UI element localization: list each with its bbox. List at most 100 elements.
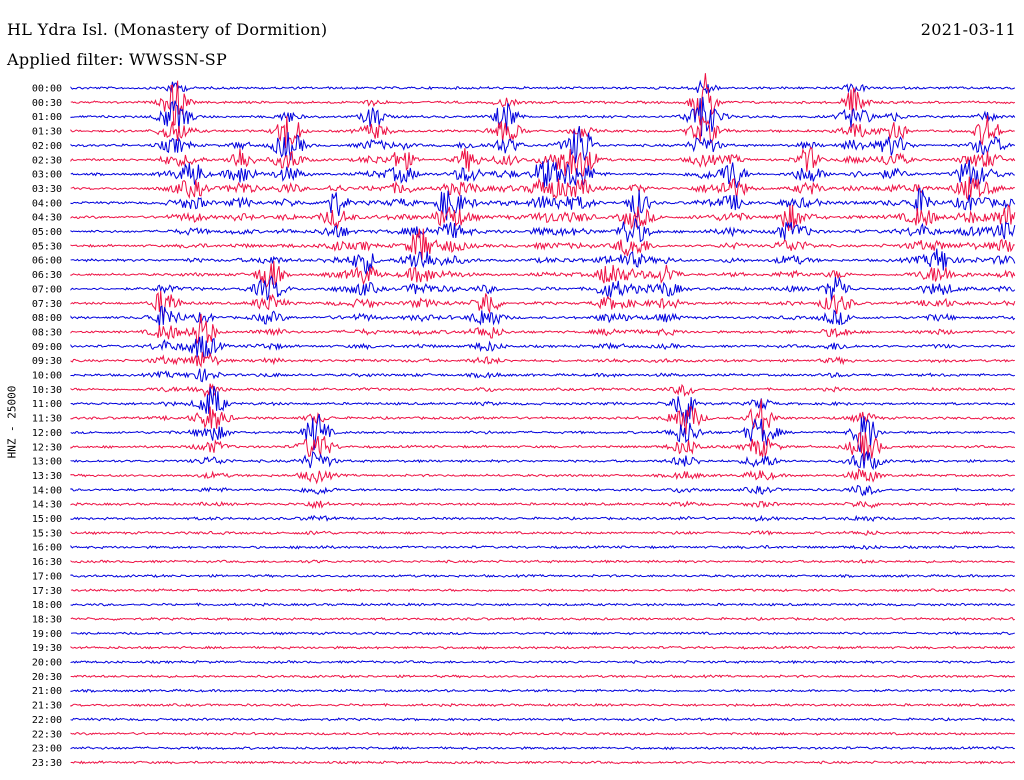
trace-row — [70, 159, 1015, 188]
row-time-label: 21:00 — [32, 686, 62, 697]
row-time-label: 13:00 — [32, 457, 62, 468]
trace-row — [70, 218, 1016, 243]
row-time-label: 15:30 — [32, 528, 62, 539]
trace-row — [70, 305, 1016, 328]
trace-row — [70, 484, 1015, 497]
row-time-label: 03:00 — [32, 170, 62, 181]
row-time-label: 12:30 — [32, 442, 62, 453]
row-time-label: 13:30 — [32, 471, 62, 482]
row-time-label: 01:30 — [32, 127, 62, 138]
row-time-label: 06:00 — [32, 256, 62, 267]
row-time-label: 07:30 — [32, 299, 62, 310]
row-time-label: 18:30 — [32, 614, 62, 625]
trace-row — [70, 602, 1015, 607]
row-time-label: 10:30 — [32, 385, 62, 396]
row-time-label: 10:00 — [32, 371, 62, 382]
trace-row — [70, 688, 1015, 693]
trace-row — [70, 351, 1015, 368]
trace-row — [70, 115, 1015, 149]
row-time-label: 14:30 — [32, 500, 62, 511]
trace-row — [70, 228, 1015, 260]
trace-row — [70, 203, 1016, 232]
trace-row — [70, 500, 1015, 510]
row-time-label: 23:30 — [32, 758, 62, 769]
row-time-label: 23:00 — [32, 744, 62, 755]
row-time-label: 08:00 — [32, 313, 62, 324]
row-time-label: 00:00 — [32, 84, 62, 95]
trace-row — [70, 398, 1016, 440]
row-time-label: 16:00 — [32, 543, 62, 554]
trace-row — [70, 529, 1015, 536]
trace-row — [70, 674, 1016, 679]
trace-row — [70, 631, 1015, 636]
trace-row — [70, 275, 1016, 302]
row-time-label: 19:00 — [32, 629, 62, 640]
row-time-label: 11:30 — [32, 414, 62, 425]
trace-row — [70, 413, 1016, 452]
row-time-label: 14:00 — [32, 485, 62, 496]
trace-row — [70, 248, 1016, 275]
trace-row — [70, 383, 1016, 398]
row-time-label: 18:00 — [32, 600, 62, 611]
trace-row — [70, 659, 1015, 665]
row-time-label: 06:30 — [32, 270, 62, 281]
trace-row — [70, 645, 1016, 650]
trace-row — [70, 717, 1015, 722]
trace-row — [70, 514, 1016, 523]
row-time-label: 15:00 — [32, 514, 62, 525]
row-time-label: 08:30 — [32, 327, 62, 338]
row-time-label: 20:30 — [32, 672, 62, 683]
trace-row — [70, 313, 1016, 344]
row-time-label: 02:00 — [32, 141, 62, 152]
trace-row — [70, 745, 1015, 751]
row-time-label: 04:30 — [32, 213, 62, 224]
trace-row — [70, 431, 1016, 462]
trace-row — [70, 451, 1016, 471]
row-time-label: 03:30 — [32, 184, 62, 195]
row-time-label: 21:30 — [32, 701, 62, 712]
trace-row — [70, 731, 1015, 736]
row-time-label: 07:00 — [32, 284, 62, 295]
record-date: 2021-03-11 — [920, 20, 1016, 39]
row-time-label: 00:30 — [32, 98, 62, 109]
row-time-label: 11:00 — [32, 399, 62, 410]
row-time-label: 20:00 — [32, 658, 62, 669]
row-time-label: 09:30 — [32, 356, 62, 367]
row-time-label: 12:00 — [32, 428, 62, 439]
row-time-label: 05:30 — [32, 241, 62, 252]
trace-row — [70, 187, 1016, 221]
trace-row — [70, 544, 1015, 551]
trace-row — [70, 126, 1016, 164]
trace-row — [70, 290, 1016, 319]
row-time-label: 22:00 — [32, 715, 62, 726]
trace-row — [70, 760, 1016, 765]
trace-row — [70, 335, 1016, 359]
row-time-label: 22:30 — [32, 729, 62, 740]
filter-label: Applied filter: WWSSN-SP — [7, 50, 228, 69]
row-time-label: 04:00 — [32, 198, 62, 209]
trace-row — [70, 261, 1016, 290]
row-time-label: 17:00 — [32, 571, 62, 582]
trace-row — [70, 385, 1016, 427]
row-time-label: 17:30 — [32, 586, 62, 597]
trace-row — [70, 467, 1015, 485]
trace-row — [70, 79, 1016, 95]
trace-row — [70, 588, 1016, 593]
trace-row — [70, 368, 1015, 383]
trace-row — [70, 616, 1016, 622]
row-time-label: 01:00 — [32, 112, 62, 123]
trace-row — [70, 176, 1015, 201]
row-time-label: 09:00 — [32, 342, 62, 353]
row-time-label: 02:30 — [32, 155, 62, 166]
row-time-label: 16:30 — [32, 557, 62, 568]
trace-row — [70, 96, 1016, 137]
trace-row — [70, 702, 1016, 708]
station-title: HL Ydra Isl. (Monastery of Dormition) — [7, 20, 328, 39]
row-time-label: 19:30 — [32, 643, 62, 654]
row-time-label: 05:00 — [32, 227, 62, 238]
trace-row — [70, 73, 1016, 126]
trace-row — [70, 573, 1016, 579]
trace-row — [70, 559, 1015, 564]
